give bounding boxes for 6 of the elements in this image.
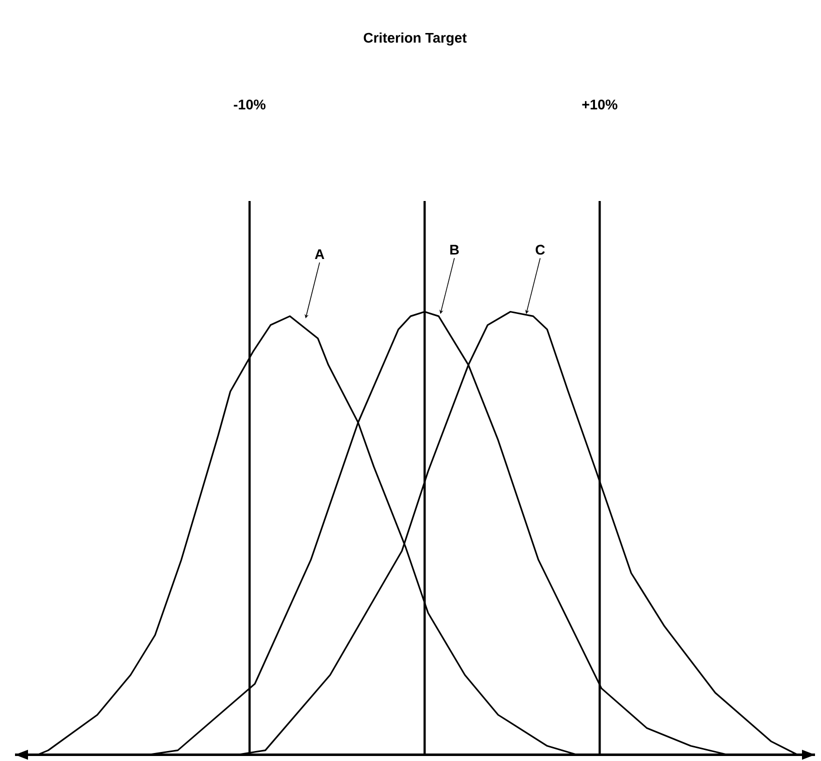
x-tick-label: +10% (582, 100, 618, 110)
chart-title: Criterion Target (364, 32, 467, 46)
x-tick-label: -10% (234, 100, 266, 110)
text: A (314, 249, 324, 260)
text: B (450, 245, 459, 255)
text: C (536, 244, 545, 255)
